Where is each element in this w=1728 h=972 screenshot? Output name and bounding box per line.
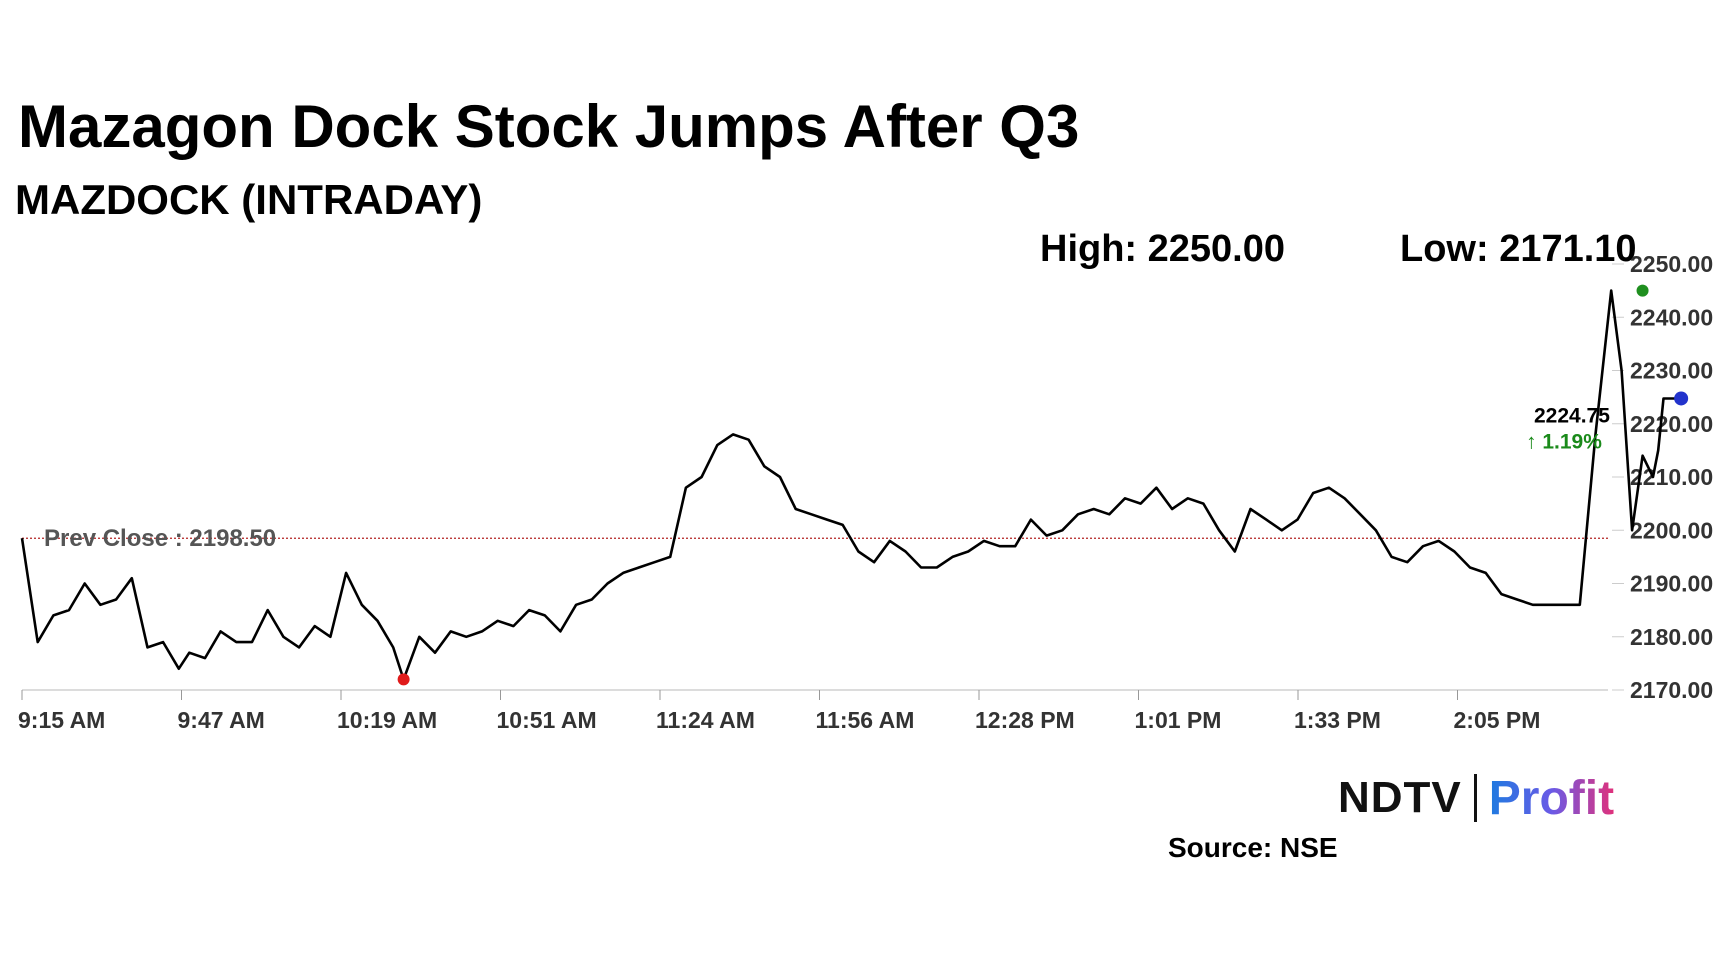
x-tick-label: 9:15 AM	[18, 707, 105, 733]
intraday-line-chart: 2170.00 2180.00 2190.00 2200.00 2210.00 2220.…	[18, 251, 1713, 733]
x-tick-label: 11:24 AM	[656, 707, 755, 733]
last-change-label: ↑ 1.19%	[1526, 430, 1602, 453]
last-price-marker	[1674, 391, 1689, 406]
brand-ndtv-text: NDTV	[1338, 773, 1462, 822]
ndtv-profit-logo: NDTV Profit	[1338, 771, 1615, 825]
day-high-label: High: 2250.00	[1040, 228, 1285, 270]
price-series-line	[20, 289, 1680, 681]
x-tick-label: 12:28 PM	[975, 707, 1075, 733]
low-point-marker	[397, 673, 410, 686]
y-tick-label: 2200.00	[1630, 517, 1713, 543]
y-tick-label: 2240.00	[1630, 304, 1713, 330]
chart-title: Mazagon Dock Stock Jumps After Q3	[18, 93, 1080, 160]
x-tick-label: 9:47 AM	[178, 707, 265, 733]
prev-close-label: Prev Close : 2198.50	[44, 525, 276, 552]
x-tick-label: 1:01 PM	[1135, 707, 1222, 733]
x-tick-label: 11:56 AM	[816, 707, 915, 733]
y-tick-label: 2220.00	[1630, 411, 1713, 437]
source-note: Source: NSE	[1168, 832, 1338, 863]
y-tick-label: 2250.00	[1630, 251, 1713, 277]
y-tick-label: 2230.00	[1630, 358, 1713, 384]
x-tick-label: 10:51 AM	[497, 707, 597, 733]
x-tick-label: 10:19 AM	[337, 707, 437, 733]
x-axis: 9:15 AM 9:47 AM 10:19 AM 10:51 AM 11:24 AM 11…	[18, 689, 1608, 733]
y-tick-label: 2190.00	[1630, 571, 1713, 597]
brand-divider	[1473, 774, 1477, 822]
chart-subtitle: MAZDOCK (INTRADAY)	[15, 176, 483, 223]
y-tick-label: 2210.00	[1630, 464, 1713, 490]
x-tick-label: 2:05 PM	[1454, 707, 1541, 733]
high-point-marker	[1636, 284, 1649, 297]
brand-profit-text: Profit	[1488, 771, 1615, 825]
y-tick-label: 2180.00	[1630, 624, 1713, 650]
last-price-label: 2224.75	[1534, 404, 1610, 427]
y-axis: 2170.00 2180.00 2190.00 2200.00 2210.00 2220.…	[1612, 251, 1713, 703]
day-low-label: Low: 2171.10	[1400, 228, 1637, 270]
x-tick-label: 1:33 PM	[1294, 707, 1381, 733]
y-tick-label: 2170.00	[1630, 677, 1713, 703]
